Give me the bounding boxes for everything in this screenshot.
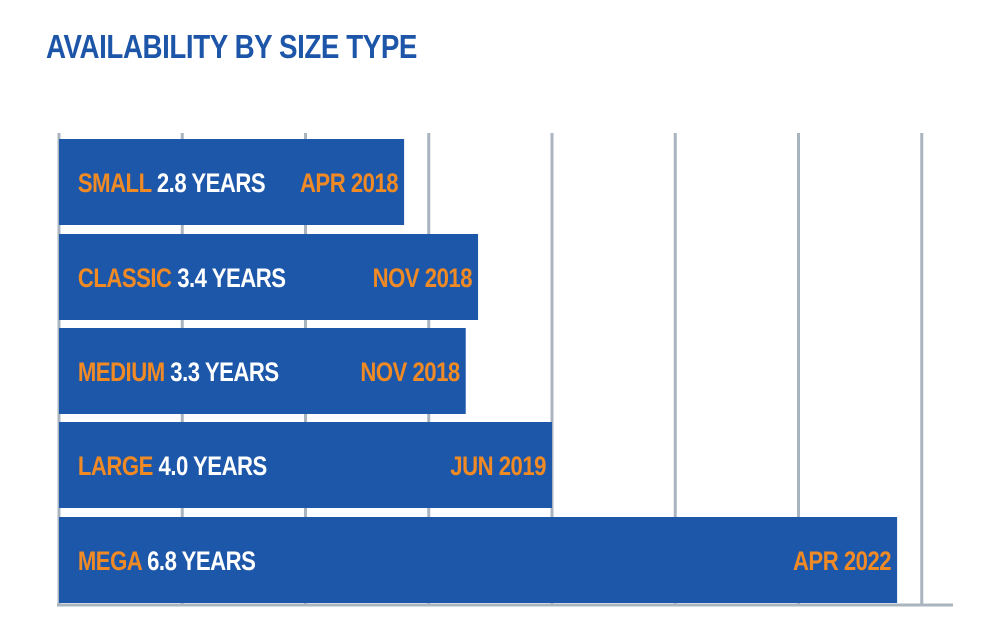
bar-label-small: SMALL 2.8 YEARS (78, 169, 265, 199)
category-label: MEGA (78, 547, 147, 577)
category-label: SMALL (78, 169, 157, 199)
date-label-medium: NOV 2018 (360, 358, 459, 388)
date-label-mega: APR 2022 (793, 547, 891, 577)
bars: SMALL 2.8 YEARS APR 2018 CLASSIC 3.4 YEARS… (59, 139, 898, 603)
bar-label-classic: CLASSIC 3.4 YEARS (78, 264, 286, 294)
category-label: LARGE (78, 452, 159, 482)
bar-classic (59, 234, 479, 320)
category-label: MEDIUM (78, 358, 170, 388)
value-label: 4.0 YEARS (159, 452, 267, 482)
bar-small (59, 139, 405, 225)
date-label-large: JUN 2019 (450, 452, 546, 482)
date-label-classic: NOV 2018 (373, 264, 472, 294)
value-label: 2.8 YEARS (157, 169, 265, 199)
bar-mega (59, 517, 898, 603)
date-label-small: APR 2018 (300, 169, 398, 199)
bar-label-large: LARGE 4.0 YEARS (78, 452, 267, 482)
bar-large (59, 422, 552, 508)
bar-label-medium: MEDIUM 3.3 YEARS (78, 358, 279, 388)
value-label: 6.8 YEARS (147, 547, 255, 577)
category-label: CLASSIC (78, 264, 177, 294)
bar-medium (59, 328, 466, 414)
bar-label-mega: MEGA 6.8 YEARS (78, 547, 256, 577)
value-label: 3.4 YEARS (177, 264, 285, 294)
value-label: 3.3 YEARS (170, 358, 278, 388)
chart-title: AVAILABILITY BY SIZE TYPE (46, 28, 417, 65)
